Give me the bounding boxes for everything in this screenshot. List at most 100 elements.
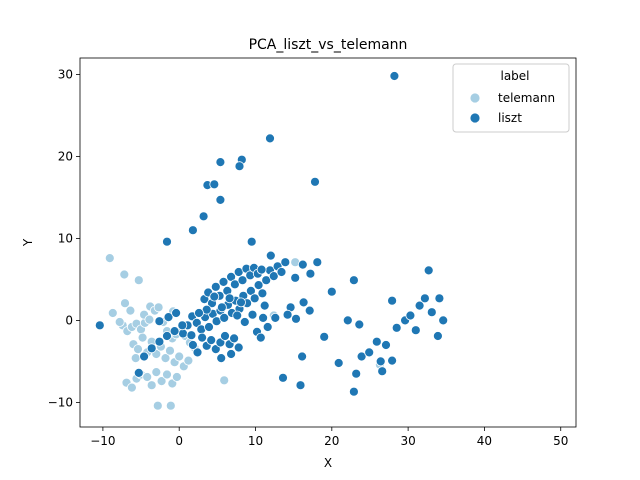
point-liszt-135	[282, 309, 293, 320]
point-liszt-63	[210, 344, 221, 355]
legend-title: label	[500, 69, 529, 83]
point-telemann-42	[151, 367, 162, 378]
point-liszt-126	[232, 310, 243, 321]
point-liszt-134	[259, 300, 270, 311]
point-liszt-94	[333, 358, 344, 368]
point-liszt-132	[236, 297, 246, 308]
x-tick-label: 20	[324, 434, 339, 448]
point-liszt-74	[139, 351, 150, 362]
point-telemann-44	[162, 369, 172, 380]
x-tick-label: 0	[175, 434, 183, 448]
point-liszt-99	[351, 368, 362, 379]
point-liszt-27	[219, 312, 230, 323]
point-liszt-0	[389, 71, 400, 81]
point-liszt-78	[169, 326, 180, 337]
point-liszt-125	[239, 317, 250, 327]
point-telemann-14	[153, 302, 164, 313]
point-liszt-70	[187, 340, 198, 350]
point-liszt-7	[209, 179, 220, 190]
point-liszt-91	[278, 372, 288, 383]
point-liszt-79	[177, 320, 188, 331]
points-layer	[94, 71, 449, 411]
point-liszt-119	[258, 312, 269, 323]
point-telemann-57	[130, 353, 141, 364]
point-telemann-33	[174, 351, 185, 362]
x-tick-label: 50	[553, 434, 568, 448]
point-liszt-100	[348, 386, 359, 397]
point-liszt-62	[206, 335, 217, 346]
point-liszt-9	[198, 211, 209, 222]
point-telemann-43	[156, 376, 167, 387]
point-telemann-40	[142, 372, 153, 382]
point-liszt-118	[438, 315, 449, 326]
point-liszt-128	[216, 302, 227, 313]
point-telemann-52	[114, 317, 125, 327]
point-liszt-8	[215, 194, 226, 205]
point-telemann-25	[137, 332, 148, 343]
point-liszt-52	[229, 279, 240, 290]
legend-label-liszt: liszt	[498, 111, 522, 125]
point-liszt-97	[354, 319, 365, 330]
x-axis-title: X	[324, 456, 332, 470]
point-liszt-65	[220, 331, 230, 341]
point-liszt-83	[305, 268, 316, 279]
point-liszt-73	[133, 367, 144, 378]
point-liszt-96	[348, 275, 359, 286]
point-liszt-106	[387, 355, 398, 366]
point-liszt-98	[356, 351, 367, 362]
point-telemann-3	[120, 298, 130, 309]
y-tick-label: 30	[58, 67, 73, 81]
point-liszt-59	[256, 264, 267, 275]
point-liszt-113	[419, 293, 430, 304]
point-liszt-68	[233, 342, 244, 353]
x-axis: −10 0 10 20 30 40 50	[90, 427, 568, 448]
point-liszt-115	[426, 307, 437, 318]
point-liszt-102	[371, 336, 382, 347]
point-liszt-103	[375, 356, 386, 367]
point-liszt-90	[295, 380, 306, 391]
x-tick-label: 30	[400, 434, 415, 448]
point-liszt-47	[210, 281, 221, 292]
point-telemann-47	[152, 400, 163, 411]
point-liszt-40	[268, 271, 279, 282]
point-telemann-24	[133, 344, 143, 355]
legend-box	[452, 63, 570, 133]
point-liszt-116	[432, 331, 443, 341]
point-liszt-36	[253, 280, 264, 291]
point-liszt-75	[146, 343, 157, 354]
point-telemann-51	[144, 314, 155, 325]
point-liszt-42	[276, 267, 287, 277]
point-telemann-4	[125, 305, 136, 316]
point-liszt-23	[204, 322, 214, 332]
plot-area-frame	[79, 57, 577, 428]
point-liszt-95	[342, 315, 353, 326]
point-liszt-93	[326, 286, 337, 297]
point-liszt-114	[423, 265, 434, 276]
point-liszt-108	[391, 322, 402, 333]
point-liszt-86	[291, 313, 301, 324]
point-liszt-15	[163, 312, 174, 323]
point-liszt-35	[249, 293, 260, 304]
point-telemann-0	[104, 253, 115, 264]
point-liszt-11	[162, 236, 172, 247]
point-liszt-127	[224, 293, 235, 304]
y-tick-label: 20	[58, 149, 73, 163]
point-liszt-60	[197, 332, 208, 343]
y-tick-label: −10	[48, 395, 73, 409]
point-telemann-1	[107, 308, 118, 318]
chart-title: PCA_liszt_vs_telemann	[249, 37, 408, 53]
point-liszt-14	[154, 316, 165, 327]
point-telemann-35	[183, 355, 194, 366]
point-liszt-101	[364, 347, 375, 358]
point-liszt-80	[186, 330, 197, 341]
point-liszt-133	[265, 250, 276, 261]
point-liszt-16	[171, 308, 182, 318]
point-liszt-49	[218, 276, 229, 287]
point-liszt-10	[187, 225, 198, 236]
point-liszt-117	[434, 293, 445, 304]
point-liszt-104	[381, 340, 391, 350]
point-telemann-41	[146, 380, 157, 391]
point-liszt-5	[310, 176, 320, 187]
point-liszt-129	[209, 291, 220, 302]
